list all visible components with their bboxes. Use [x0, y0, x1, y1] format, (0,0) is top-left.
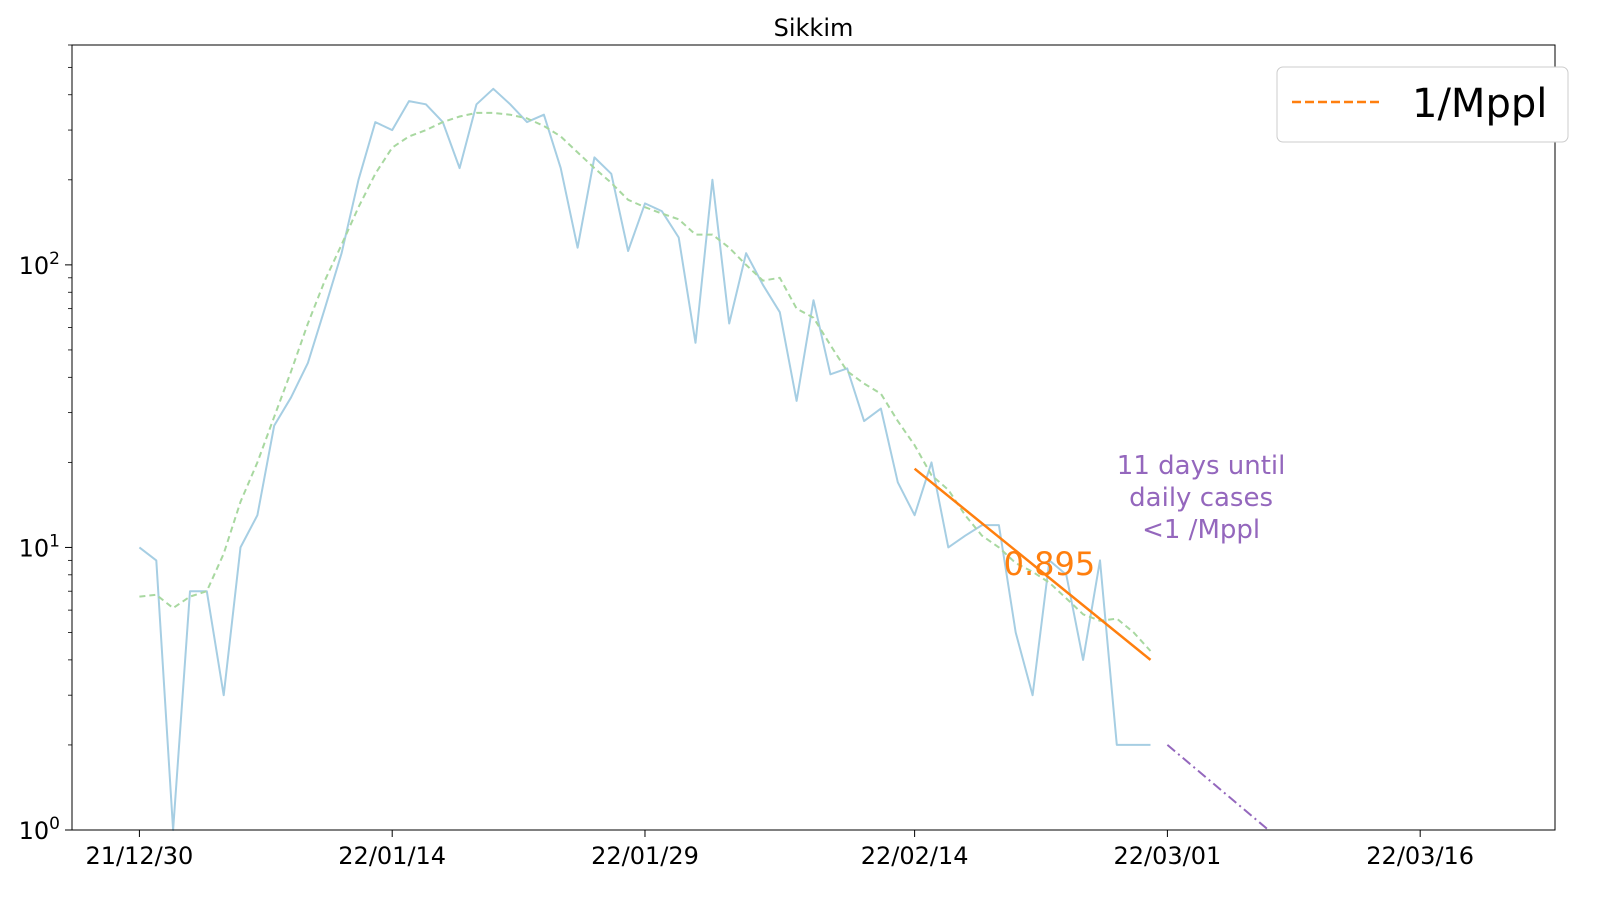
legend: 1/Mppl — [1276, 66, 1569, 143]
x-tick-label: 21/12/30 — [86, 842, 194, 870]
x-tick-label: 22/01/29 — [591, 842, 699, 870]
plot-frame — [71, 44, 1556, 831]
x-tick-label: 22/03/01 — [1113, 842, 1221, 870]
x-tick-label: 22/01/14 — [338, 842, 446, 870]
series-line-7-day-average — [139, 111, 1152, 652]
series-layer — [138, 87, 1270, 831]
projection-annotation-line: daily cases — [1129, 483, 1273, 513]
x-tick-label: 22/03/16 — [1366, 842, 1474, 870]
y-tick-label: 101 — [19, 531, 60, 562]
x-tick-label: 22/02/14 — [861, 842, 969, 870]
projection-annotation-line: <1 /Mppl — [1142, 515, 1260, 545]
y-tick-label: 100 — [19, 814, 60, 845]
projection-annotation-line: 11 days until — [1117, 451, 1286, 481]
series-line-exponential-fit — [913, 467, 1152, 661]
rate-annotation: 0.895 — [1004, 545, 1096, 583]
series-line-daily — [138, 87, 1151, 831]
y-tick-label: 102 — [19, 249, 60, 280]
legend-box — [1276, 66, 1569, 143]
axis-layer: 21/12/30 22/01/14 22/01/29 22/02/14 22/03/01… — [19, 44, 1556, 870]
chart-title: Sikkim — [774, 14, 854, 42]
legend-label: 1/Mppl — [1412, 81, 1547, 127]
series-line-projection — [1166, 744, 1270, 831]
